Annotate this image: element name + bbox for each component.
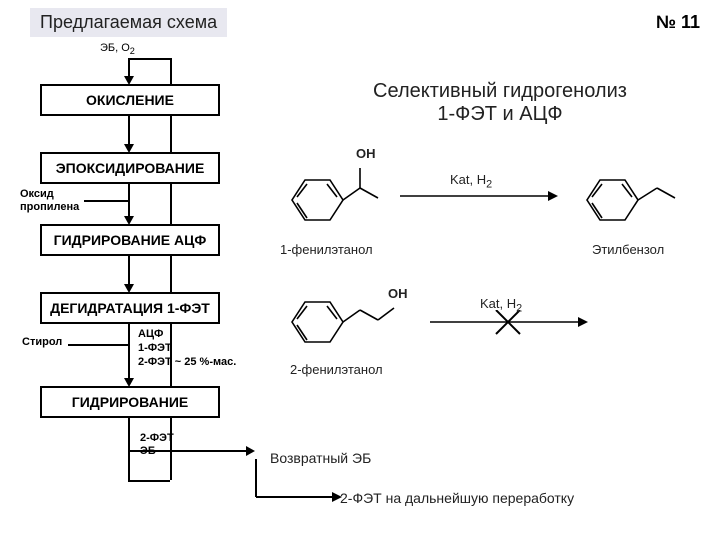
- reaction-1: OH Kat, H2: [280, 150, 710, 250]
- input-label: ЭБ, О2: [100, 42, 135, 56]
- oh-label-1: OH: [356, 146, 376, 161]
- mol-1-phenylethanol: [280, 150, 390, 240]
- mol-ethylbenzene: [575, 150, 685, 240]
- mol1-name: 1-фенилэтанол: [280, 242, 373, 257]
- box-hydrogenation: ГИДРИРОВАНИЕ: [40, 386, 220, 418]
- box-dehydration: ДЕГИДРАТАЦИЯ 1-ФЭТ: [40, 292, 220, 324]
- mol2-name: 2-фенилэтанол: [290, 362, 383, 377]
- mol-2-phenylethanol: [280, 270, 410, 360]
- box-epoxidation: ЭПОКСИДИРОВАНИЕ: [40, 152, 220, 184]
- reaction-2: OH Kat, H2: [280, 270, 710, 370]
- cond-1: Kat, H2: [450, 172, 492, 191]
- branch-connector: [250, 455, 350, 505]
- box-hydrogenation-acf: ГИДРИРОВАНИЕ АЦФ: [40, 224, 220, 256]
- slide-number: № 11: [656, 12, 700, 33]
- slide-title: Предлагаемая схема: [30, 8, 227, 37]
- section-heading: Селективный гидрогенолиз 1-ФЭТ и АЦФ: [310, 80, 690, 126]
- box-oxidation: ОКИСЛЕНИЕ: [40, 84, 220, 116]
- aside-composition: АЦФ 1-ФЭТ 2-ФЭТ ~ 25 %-мас.: [138, 328, 236, 369]
- oh-label-2: OH: [388, 286, 408, 301]
- aside-propylene-oxide: Оксид пропилена: [20, 188, 90, 213]
- output-label: 2-ФЭТ ЭБ: [140, 432, 174, 458]
- prod1-name: Этилбензол: [592, 242, 664, 257]
- cond-2: Kat, H2: [480, 296, 522, 315]
- bottom-line-2: 2-ФЭТ на дальнейшую переработку: [340, 490, 574, 506]
- aside-styrene: Стирол: [22, 336, 62, 348]
